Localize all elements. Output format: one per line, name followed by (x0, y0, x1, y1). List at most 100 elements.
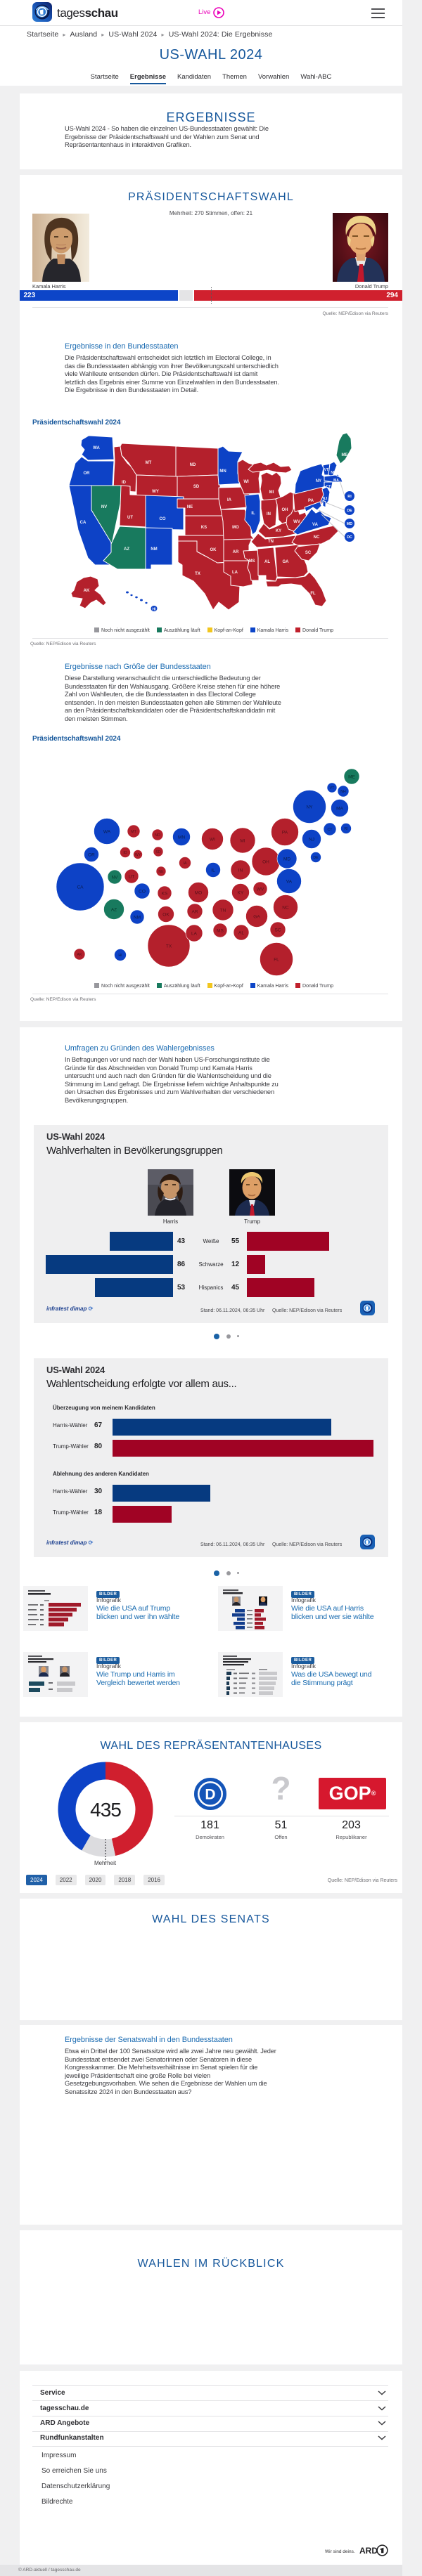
svg-text:TN: TN (268, 540, 274, 544)
svg-text:OR: OR (88, 852, 95, 857)
svg-text:SD: SD (193, 485, 200, 489)
svg-text:NM: NM (151, 547, 157, 552)
svg-text:D: D (205, 1787, 215, 1803)
svg-text:NH: NH (331, 471, 336, 475)
svg-text:MO: MO (232, 526, 239, 530)
svg-text:OR: OR (84, 471, 91, 476)
svg-text:ND: ND (190, 463, 196, 467)
svg-text:MD: MD (283, 857, 290, 861)
svg-text:MS: MS (249, 559, 255, 564)
svg-text:HI: HI (118, 954, 122, 958)
svg-text:AK: AK (84, 589, 90, 593)
svg-text:TN: TN (220, 908, 226, 913)
svg-text:TX: TX (166, 944, 172, 949)
svg-text:NY: NY (316, 479, 321, 483)
svg-text:CO: CO (139, 889, 146, 894)
svg-text:AL: AL (238, 930, 244, 935)
svg-text:SC: SC (305, 551, 312, 555)
svg-text:MI: MI (240, 838, 245, 843)
svg-text:WA: WA (93, 446, 100, 450)
svg-text:VT: VT (324, 468, 328, 472)
svg-text:WI: WI (243, 480, 249, 484)
svg-text:VA: VA (312, 523, 319, 527)
svg-text:MO: MO (195, 890, 202, 895)
svg-text:CA: CA (77, 885, 84, 890)
svg-text:AZ: AZ (124, 547, 129, 552)
svg-text:MN: MN (178, 835, 185, 840)
svg-text:NY: NY (306, 805, 313, 809)
svg-text:FL: FL (310, 592, 316, 596)
svg-text:IN: IN (238, 868, 243, 873)
svg-text:UT: UT (127, 516, 133, 520)
svg-text:IL: IL (251, 512, 255, 516)
svg-text:MI: MI (269, 490, 274, 495)
svg-text:ME: ME (348, 774, 355, 779)
svg-text:FL: FL (274, 957, 279, 962)
svg-text:OH: OH (282, 508, 288, 512)
svg-text:AZ: AZ (111, 907, 117, 912)
svg-text:WV: WV (293, 520, 300, 524)
svg-text:ND: ND (155, 833, 160, 838)
svg-text:NE: NE (158, 870, 164, 874)
svg-text:LA: LA (191, 931, 198, 936)
svg-text:LA: LA (232, 571, 238, 575)
svg-text:PA: PA (282, 830, 288, 835)
svg-text:AR: AR (191, 909, 198, 914)
svg-text:MT: MT (131, 830, 136, 834)
svg-text:SC: SC (274, 928, 281, 932)
svg-text:RI: RI (344, 827, 347, 831)
svg-text:VA: VA (286, 879, 293, 884)
svg-text:WY: WY (152, 490, 159, 494)
svg-text:KY: KY (276, 529, 281, 533)
svg-text:NH: NH (340, 790, 346, 794)
svg-text:IL: IL (211, 868, 215, 873)
svg-text:OK: OK (162, 912, 170, 917)
svg-text:OK: OK (210, 548, 217, 552)
svg-text:WV: WV (257, 887, 264, 892)
svg-text:ME: ME (342, 453, 348, 457)
svg-text:NE: NE (187, 505, 193, 509)
svg-text:AL: AL (264, 560, 270, 564)
svg-text:NJ: NJ (323, 497, 328, 501)
svg-text:AR: AR (233, 550, 239, 554)
svg-text:IN: IN (267, 512, 271, 516)
svg-text:GA: GA (283, 560, 290, 564)
svg-text:CA: CA (80, 521, 87, 525)
svg-text:KY: KY (238, 890, 244, 895)
svg-text:ID: ID (122, 481, 127, 485)
svg-text:DC: DC (347, 535, 352, 540)
svg-text:NC: NC (314, 535, 320, 540)
svg-text:HI: HI (153, 608, 157, 612)
svg-text:PA: PA (308, 499, 314, 503)
svg-text:NV: NV (101, 505, 107, 509)
svg-text:UT: UT (129, 874, 135, 879)
svg-text:RI: RI (347, 495, 352, 499)
svg-text:TX: TX (195, 572, 200, 576)
svg-text:VT: VT (330, 786, 335, 791)
svg-text:KS: KS (162, 891, 168, 896)
svg-text:MA: MA (336, 806, 343, 811)
svg-text:KS: KS (201, 526, 207, 530)
svg-text:435: 435 (90, 1799, 121, 1821)
svg-text:CO: CO (160, 517, 166, 521)
svg-text:IA: IA (227, 498, 232, 502)
svg-text:SD: SD (155, 850, 160, 854)
svg-text:MN: MN (219, 469, 226, 474)
svg-text:WA: WA (103, 829, 111, 834)
svg-text:MT: MT (146, 461, 152, 465)
svg-text:NC: NC (282, 905, 289, 910)
svg-text:NJ: NJ (309, 837, 314, 842)
svg-text:AK: AK (77, 953, 82, 957)
svg-text:MA: MA (333, 479, 339, 483)
svg-text:MD: MD (347, 522, 352, 526)
svg-text:ID: ID (123, 851, 127, 855)
svg-text:WY: WY (135, 853, 141, 857)
svg-text:MS: MS (217, 928, 224, 933)
svg-text:WI: WI (210, 837, 215, 842)
svg-text:IA: IA (184, 861, 187, 866)
svg-text:CT: CT (326, 485, 331, 489)
svg-text:GA: GA (253, 914, 260, 919)
svg-text:OH: OH (262, 859, 269, 864)
svg-text:NM: NM (134, 915, 141, 920)
svg-text:DE: DE (347, 509, 352, 513)
